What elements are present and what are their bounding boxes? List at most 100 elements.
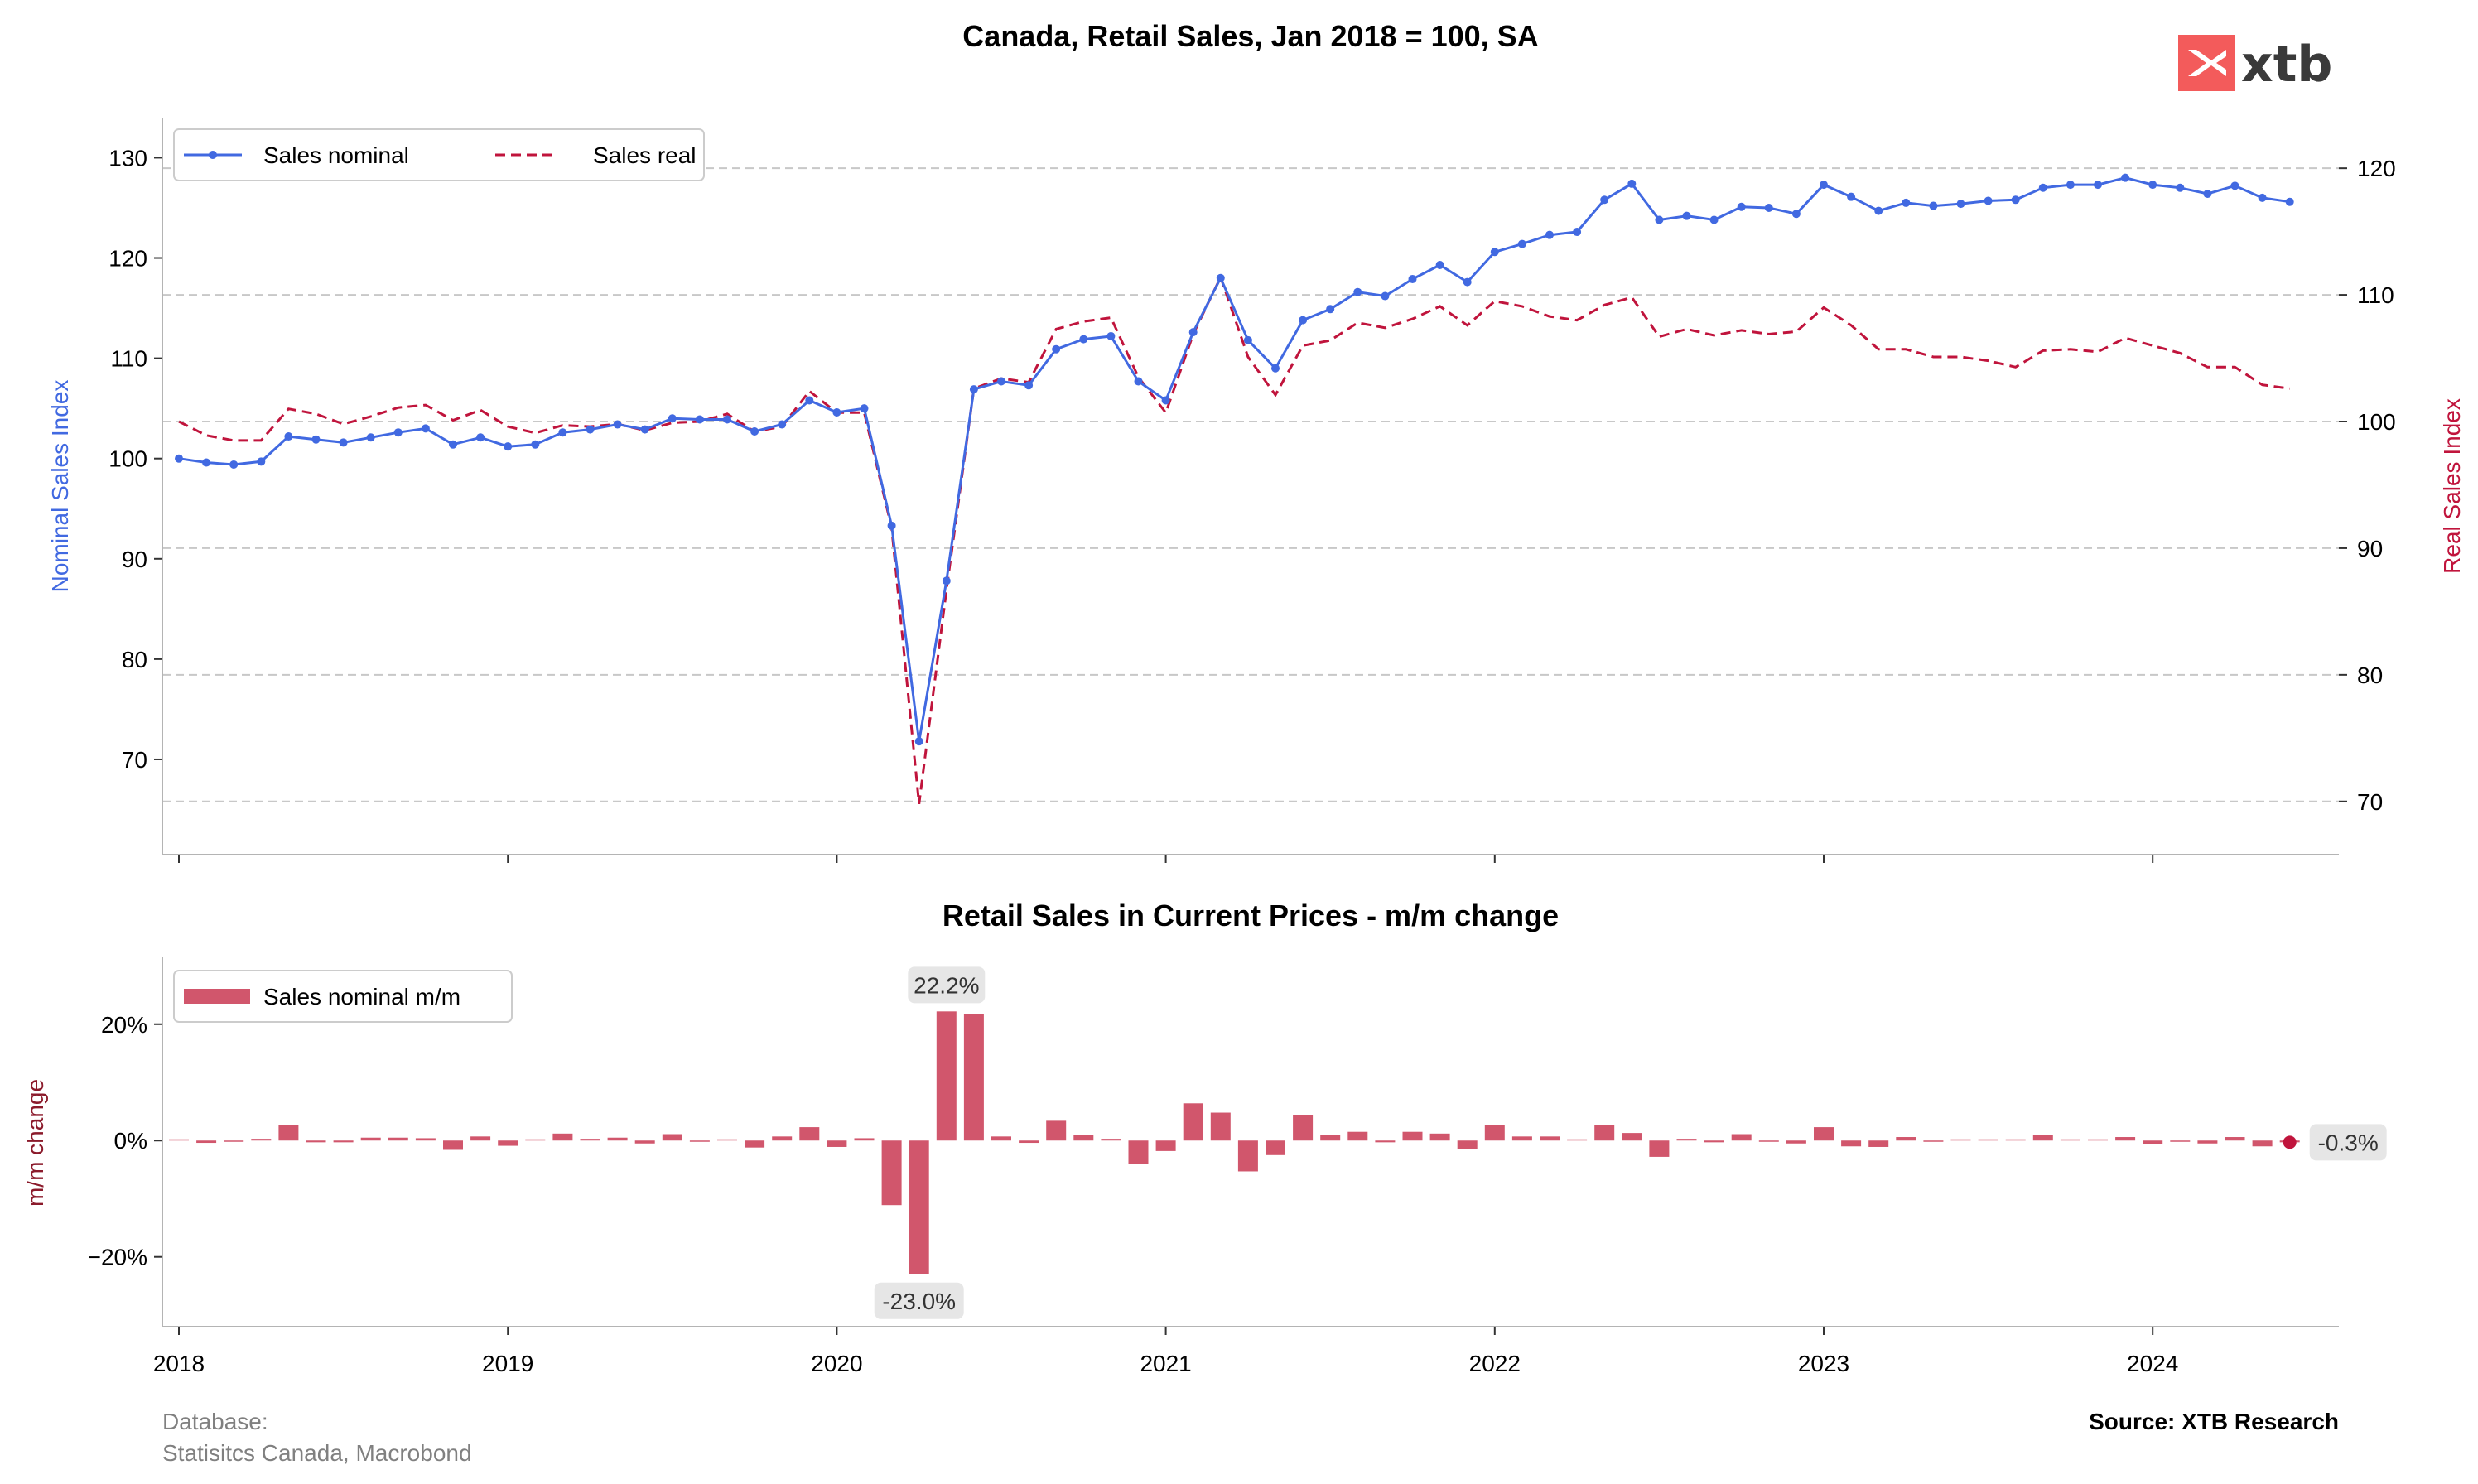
bar xyxy=(2060,1139,2080,1141)
data-point xyxy=(2258,193,2267,202)
bar xyxy=(1841,1140,1862,1147)
bar xyxy=(936,1011,957,1141)
data-point xyxy=(1079,335,1088,344)
data-point xyxy=(421,424,430,433)
bar xyxy=(580,1139,600,1141)
footer-database-label: Database: xyxy=(162,1409,268,1434)
bar xyxy=(1731,1134,1752,1141)
bar xyxy=(1101,1139,1121,1141)
bar xyxy=(745,1140,765,1148)
bottom-tick-label: 0% xyxy=(114,1128,147,1154)
x-tick-label: 2019 xyxy=(482,1351,533,1376)
bar xyxy=(360,1137,381,1141)
data-point xyxy=(2094,181,2102,190)
bar xyxy=(963,1014,984,1141)
data-point xyxy=(1326,305,1335,314)
data-point xyxy=(1024,381,1034,390)
data-point xyxy=(750,427,759,436)
legend-label-sales-nominal: Sales nominal xyxy=(263,142,409,168)
bar xyxy=(2143,1140,2163,1144)
data-point xyxy=(1106,331,1116,340)
bottom-legend: Sales nominal m/m xyxy=(173,970,513,1023)
bar xyxy=(1540,1136,1560,1141)
data-point xyxy=(887,521,896,530)
x-tick-label: 2020 xyxy=(811,1351,862,1376)
bottom-tick-label: −20% xyxy=(88,1245,147,1270)
bar xyxy=(1457,1140,1478,1149)
top-chart-title: Canada, Retail Sales, Jan 2018 = 100, SA xyxy=(962,19,1538,53)
data-point xyxy=(1847,192,1856,201)
annotation-label: -23.0% xyxy=(882,1289,956,1314)
data-point xyxy=(640,425,649,434)
bar xyxy=(1293,1115,1314,1141)
bar xyxy=(909,1140,929,1274)
series-bars-sales-nominal-mm xyxy=(169,1011,2300,1274)
bar xyxy=(1429,1133,1450,1141)
bar xyxy=(169,1139,189,1141)
bar xyxy=(388,1137,408,1141)
xtb-logo: xtb xyxy=(2178,35,2332,94)
left-tick-label: 120 xyxy=(108,246,147,272)
bar xyxy=(333,1140,354,1143)
data-point xyxy=(1243,335,1252,344)
bar xyxy=(2170,1140,2191,1142)
top-legend: Sales nominal Sales real xyxy=(173,128,705,181)
top-left-axis-label: Nominal Sales Index xyxy=(47,380,73,593)
top-chart-axes xyxy=(162,118,2339,855)
xtb-logo-mark xyxy=(2188,50,2226,76)
right-tick-label: 90 xyxy=(2357,536,2383,561)
left-tick-label: 130 xyxy=(108,145,147,171)
bottom-tick-label: 20% xyxy=(101,1012,147,1038)
data-point xyxy=(558,428,567,437)
bottom-chart-axes xyxy=(162,957,2339,1327)
data-point xyxy=(997,377,1005,386)
data-point xyxy=(1052,344,1061,354)
footer-source: Source: XTB Research xyxy=(2089,1409,2339,1434)
data-point xyxy=(668,414,677,423)
x-tick-label: 2023 xyxy=(1798,1351,1849,1376)
bar xyxy=(251,1139,272,1141)
data-point xyxy=(1381,292,1390,301)
bar xyxy=(1128,1140,1149,1164)
data-point xyxy=(1737,202,1746,211)
data-point xyxy=(257,457,266,466)
data-point xyxy=(613,420,622,429)
data-point xyxy=(1627,179,1637,188)
bar xyxy=(306,1140,326,1143)
bar xyxy=(799,1127,820,1141)
bar xyxy=(2032,1135,2053,1141)
bar xyxy=(827,1140,847,1147)
data-point xyxy=(2011,195,2020,205)
data-point xyxy=(942,576,951,585)
data-point xyxy=(778,420,787,429)
data-point xyxy=(504,442,513,451)
annotation-box xyxy=(2309,1124,2387,1161)
bar xyxy=(278,1125,299,1141)
annotation-label: 22.2% xyxy=(914,972,979,998)
data-point xyxy=(2148,181,2157,190)
bar xyxy=(772,1136,793,1141)
bar xyxy=(991,1136,1011,1141)
bar xyxy=(1237,1140,1258,1172)
footer-database-sources: Statisitcs Canada, Macrobond xyxy=(162,1440,472,1466)
bar xyxy=(525,1139,546,1141)
bar xyxy=(443,1140,463,1150)
bar xyxy=(415,1138,436,1141)
data-point xyxy=(2230,181,2239,190)
bar xyxy=(1868,1140,1889,1147)
legend-swatch-sales-nominal-mm xyxy=(184,989,250,1004)
bar xyxy=(2252,1140,2273,1147)
data-point xyxy=(1216,273,1225,282)
left-tick-label: 70 xyxy=(122,747,147,773)
bar xyxy=(1786,1140,1806,1144)
bar xyxy=(662,1134,682,1141)
data-point xyxy=(2066,181,2075,190)
right-tick-label: 100 xyxy=(2357,409,2396,435)
data-point xyxy=(1188,328,1198,337)
bottom-y-ticks: −20% 0% 20% xyxy=(88,1012,162,1270)
legend-label-sales-real: Sales real xyxy=(593,142,697,168)
data-point xyxy=(914,737,923,746)
left-tick-label: 110 xyxy=(110,346,147,372)
data-point xyxy=(805,396,814,405)
